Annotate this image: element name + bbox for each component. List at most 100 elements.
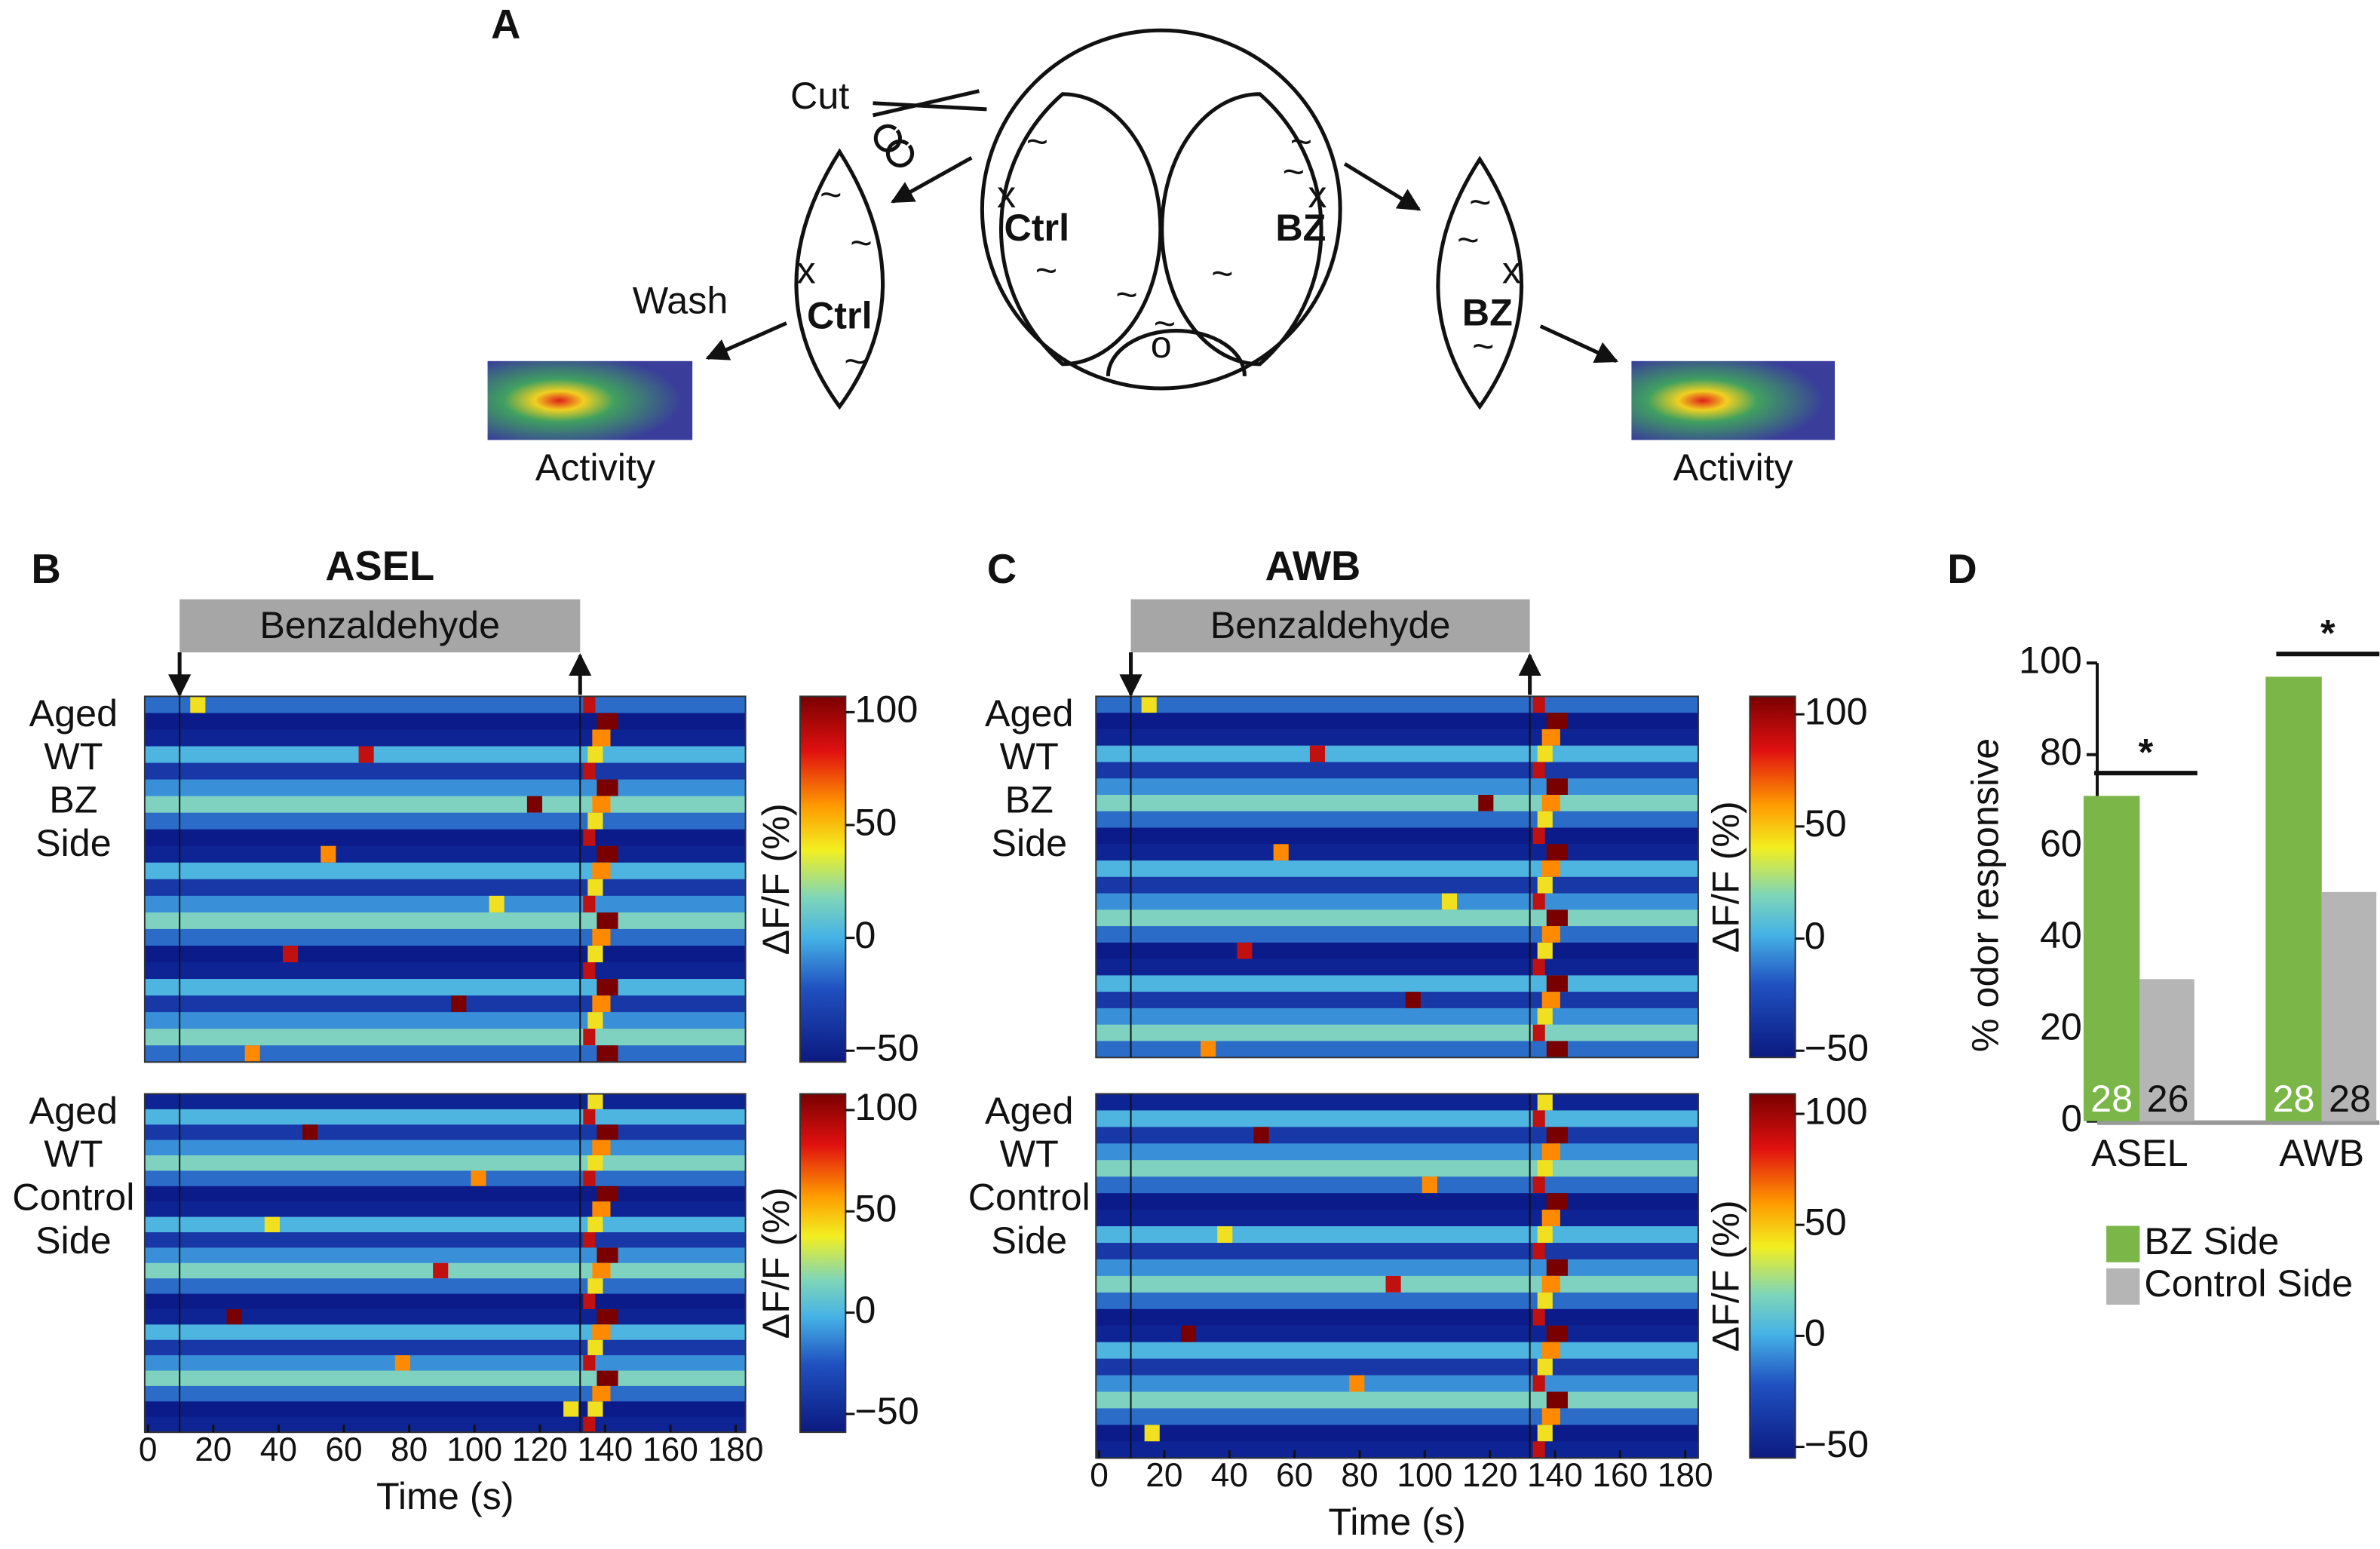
- heatmap-cell: [587, 746, 603, 763]
- ctrl-piece: [794, 148, 885, 410]
- y-tick-label: 100: [2019, 638, 2082, 681]
- colorbar-tick-label: 100: [1805, 1089, 1868, 1132]
- heatmap-row: [1096, 745, 1698, 763]
- heatmap-cell: [592, 928, 611, 946]
- heatmap-row: [144, 1401, 746, 1418]
- row-label: Control: [12, 1176, 134, 1219]
- heatmap-row: [1096, 1176, 1698, 1195]
- x-tick-label: 80: [391, 1431, 428, 1468]
- legend-label: BZ Side: [2144, 1219, 2279, 1262]
- heatmap-cell: [1546, 844, 1568, 861]
- colorbar-tick-label: 50: [1805, 1200, 1847, 1243]
- origin-zone: [1106, 329, 1247, 376]
- heatmap-cell: [1546, 1325, 1568, 1342]
- colorbar-tick-label: 0: [854, 1288, 876, 1331]
- colorbar-tick-label: −50: [854, 1389, 919, 1432]
- row-label: Side: [991, 821, 1067, 864]
- heatmap-cell: [282, 945, 299, 963]
- heatmap-cell: [1546, 975, 1568, 992]
- x-axis-label: Time (s): [376, 1474, 514, 1517]
- heatmap-row: [1096, 1391, 1698, 1409]
- x-tick-label: 80: [1341, 1457, 1378, 1494]
- row-label: BZ: [1005, 778, 1054, 821]
- heatmap-cell: [1541, 860, 1560, 877]
- activity-image: [487, 360, 693, 440]
- row-label: Side: [35, 1219, 112, 1262]
- colorbar-tick-label: −50: [1805, 1422, 1869, 1465]
- bar: [2139, 979, 2194, 1121]
- heatmap-frame: [1095, 1093, 1699, 1459]
- cut-label: Cut: [790, 74, 849, 117]
- x-tick-label: 140: [577, 1431, 633, 1468]
- colorbar-tick-label: 100: [854, 688, 918, 731]
- heatmap-row: [1096, 794, 1698, 812]
- heatmap-row: [144, 1416, 746, 1434]
- x-tick-label: 180: [1658, 1457, 1713, 1494]
- worm: ~: [1115, 273, 1137, 316]
- heatmap-cell: [1546, 1041, 1568, 1058]
- colorbar-tick-label: 0: [854, 913, 876, 956]
- heatmap-row: [1096, 1408, 1698, 1426]
- arrow: [1343, 162, 1422, 211]
- ctrl-label: Ctrl: [807, 294, 873, 337]
- heatmap-cell: [1537, 811, 1553, 828]
- y-tick-label: 80: [2040, 730, 2082, 773]
- row-label: Aged: [29, 692, 118, 735]
- heatmap-row: [144, 729, 746, 747]
- heatmap-row: [1096, 778, 1698, 796]
- heatmap-cell: [489, 895, 505, 913]
- heatmap-row: [1096, 696, 1698, 714]
- stimulus-bar: [1130, 599, 1530, 653]
- heatmap-cell: [1537, 1094, 1553, 1111]
- heatmap-row: [1096, 1292, 1698, 1310]
- x-mark: x: [997, 173, 1016, 216]
- heatmap-cell: [264, 1216, 280, 1233]
- heatmap-cell: [587, 1094, 603, 1109]
- heatmap-cell: [1532, 1176, 1545, 1194]
- x-tick-label: 20: [195, 1431, 232, 1468]
- heatmap-cell: [1201, 1041, 1216, 1058]
- heatmap-frame: [1095, 695, 1699, 1059]
- heatmap-row: [144, 696, 746, 714]
- wash-label: Wash: [633, 279, 728, 322]
- heatmap-row: [1096, 1008, 1698, 1026]
- heatmap-row: [144, 1324, 746, 1341]
- panel-title: AWB: [1265, 543, 1361, 589]
- heatmap-cell: [587, 1155, 603, 1171]
- worm: ~: [1472, 324, 1494, 367]
- heatmap-cell: [597, 1045, 618, 1063]
- heatmap-cell: [1546, 1193, 1568, 1210]
- heatmap-row: [144, 1232, 746, 1249]
- heatmap-row: [144, 713, 746, 731]
- heatmap-cell: [1537, 876, 1553, 894]
- heatmap-cell: [1237, 942, 1253, 959]
- heatmap-cell: [1537, 745, 1553, 762]
- heatmap-row: [1096, 1242, 1698, 1260]
- heatmap-cell: [592, 1262, 611, 1279]
- heatmap-row: [1096, 1259, 1698, 1277]
- heatmap-row: [1096, 1160, 1698, 1178]
- heatmap-row: [144, 1201, 746, 1218]
- heatmap-row: [1096, 1226, 1698, 1244]
- heatmap-cell: [592, 1385, 611, 1402]
- heatmap-cell: [1537, 942, 1553, 959]
- heatmap-cell: [471, 1170, 486, 1186]
- heatmap-cell: [583, 1232, 596, 1248]
- heatmap-cell: [597, 1186, 618, 1202]
- heatmap-row: [144, 1385, 746, 1403]
- heatmap-cell: [1541, 728, 1560, 746]
- heatmap-cell: [1546, 1391, 1568, 1409]
- heatmap-cell: [587, 1216, 603, 1233]
- heatmap-row: [1096, 1041, 1698, 1059]
- worm: ~: [1457, 218, 1479, 261]
- panel-a: A Cut Wash Ctrl Ctrl BZ BZ x x x x o ~ ~…: [487, 2, 1835, 489]
- colorbar-tick-label: 0: [1805, 1311, 1826, 1354]
- x-tick-label: 0: [139, 1431, 158, 1468]
- heatmap-row: [1096, 1425, 1698, 1443]
- worms: ~ ~ ~ ~ ~ ~ ~ ~ ~ ~ ~ ~ ~: [820, 119, 1494, 382]
- heatmap-row: [1096, 728, 1698, 747]
- row-label: Side: [991, 1219, 1067, 1262]
- colorbar-label: ΔF/F (%): [754, 803, 797, 955]
- bz-piece: [1436, 155, 1524, 410]
